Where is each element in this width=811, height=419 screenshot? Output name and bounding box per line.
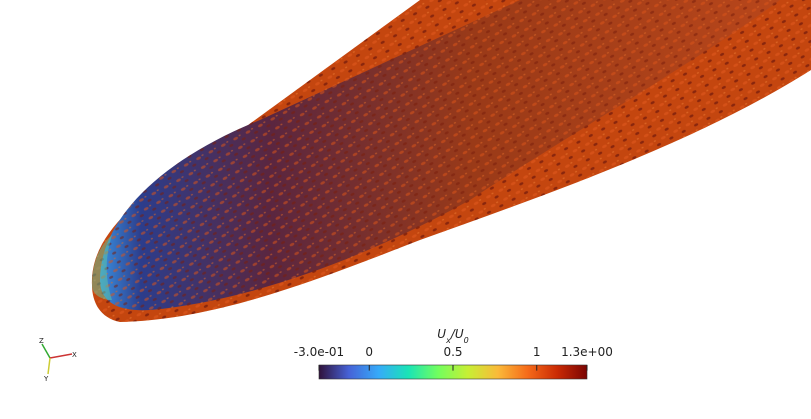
title-text: /U xyxy=(450,327,464,341)
colorbar-tick-label: 0 xyxy=(365,345,373,359)
title-subscript: 0 xyxy=(464,336,469,345)
colorbar-tick-label: 1 xyxy=(533,345,541,359)
triad-y-axis xyxy=(47,357,51,375)
colorbar-title: Ux/U0 xyxy=(437,327,468,345)
triad-z-axis xyxy=(41,343,51,359)
colorbar-tick-label: 0.5 xyxy=(443,345,462,359)
triad-x-axis xyxy=(49,353,73,359)
triad-label: Y xyxy=(43,375,49,383)
triad-label: X xyxy=(72,351,77,359)
wake-tip-highlight xyxy=(92,235,112,300)
axes-triad: Z X Y xyxy=(39,337,77,383)
colorbar-tick-label: -3.0e-01 xyxy=(294,345,344,359)
triad-label: Z xyxy=(39,337,44,345)
colorbar-tick-label: 1.3e+00 xyxy=(561,345,613,359)
wake-body-speckle xyxy=(100,0,780,311)
title-text: U xyxy=(437,327,446,341)
title-subscript: x xyxy=(445,336,451,345)
